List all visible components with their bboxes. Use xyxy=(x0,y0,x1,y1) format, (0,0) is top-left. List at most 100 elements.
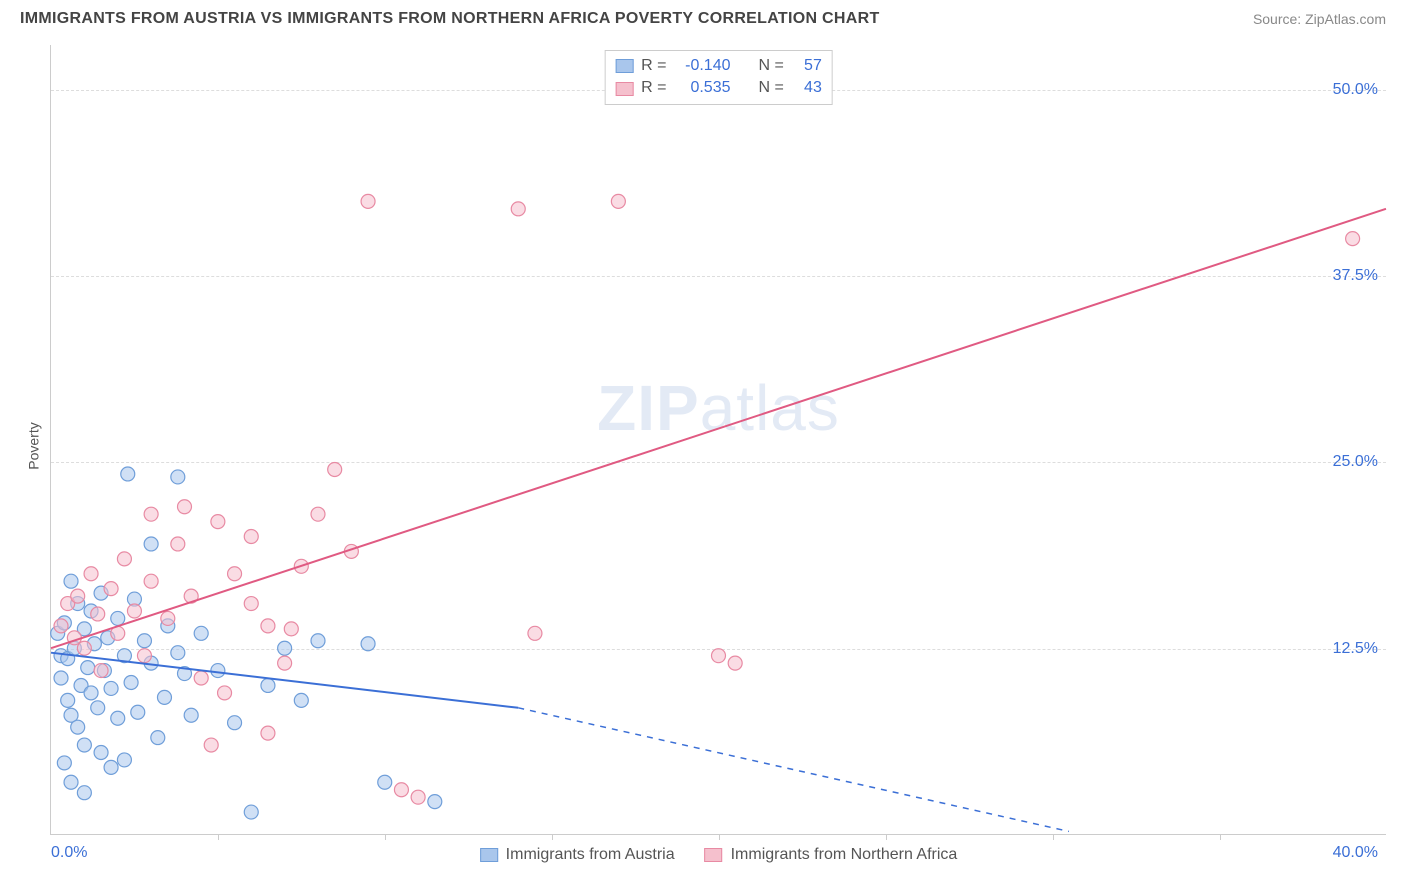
data-point xyxy=(84,686,98,700)
data-point xyxy=(127,604,141,618)
data-point xyxy=(244,530,258,544)
legend-label: Immigrants from Austria xyxy=(506,846,675,864)
stat-r-value: 0.535 xyxy=(675,77,731,99)
data-point xyxy=(171,646,185,660)
data-point xyxy=(211,664,225,678)
data-point xyxy=(104,681,118,695)
data-point xyxy=(171,537,185,551)
legend-swatch xyxy=(615,82,633,96)
data-point xyxy=(211,515,225,529)
data-point xyxy=(91,607,105,621)
data-point xyxy=(161,611,175,625)
data-point xyxy=(228,716,242,730)
data-point xyxy=(104,582,118,596)
data-point xyxy=(61,693,75,707)
legend-swatch xyxy=(480,848,498,862)
data-point xyxy=(117,753,131,767)
x-tick-right: 40.0% xyxy=(1333,844,1378,862)
x-tick-mark xyxy=(1220,834,1221,840)
data-point xyxy=(311,634,325,648)
x-tick-mark xyxy=(1053,834,1054,840)
bottom-legend: Immigrants from Austria Immigrants from N… xyxy=(480,846,958,864)
data-point xyxy=(218,686,232,700)
data-point xyxy=(54,619,68,633)
x-tick-left: 0.0% xyxy=(51,844,87,862)
data-point xyxy=(184,708,198,722)
data-point xyxy=(121,467,135,481)
data-point xyxy=(81,661,95,675)
data-point xyxy=(261,678,275,692)
stat-n-value: 57 xyxy=(792,55,822,77)
stat-n-value: 43 xyxy=(792,77,822,99)
regression-line-extrapolated xyxy=(518,708,1069,832)
y-axis-label: Poverty xyxy=(26,422,42,469)
x-tick-mark xyxy=(385,834,386,840)
x-tick-mark xyxy=(218,834,219,840)
data-point xyxy=(294,693,308,707)
data-point xyxy=(94,664,108,678)
data-point xyxy=(104,760,118,774)
data-point xyxy=(64,574,78,588)
data-point xyxy=(71,720,85,734)
data-point xyxy=(94,745,108,759)
data-point xyxy=(611,194,625,208)
stats-legend: R = -0.140 N = 57 R = 0.535 N = 43 xyxy=(604,50,833,105)
data-point xyxy=(528,626,542,640)
regression-line xyxy=(51,209,1386,648)
data-point xyxy=(244,597,258,611)
data-point xyxy=(151,731,165,745)
data-point xyxy=(64,775,78,789)
data-point xyxy=(1346,232,1360,246)
source-attribution: Source: ZipAtlas.com xyxy=(1253,11,1386,27)
data-point xyxy=(77,641,91,655)
data-point xyxy=(311,507,325,521)
data-point xyxy=(117,552,131,566)
data-point xyxy=(137,649,151,663)
scatter-plot xyxy=(51,45,1386,834)
data-point xyxy=(728,656,742,670)
data-point xyxy=(157,690,171,704)
data-point xyxy=(228,567,242,581)
data-point xyxy=(428,795,442,809)
data-point xyxy=(144,537,158,551)
legend-label: Immigrants from Northern Africa xyxy=(731,846,958,864)
data-point xyxy=(71,589,85,603)
bottom-legend-item: Immigrants from Austria xyxy=(480,846,675,864)
legend-swatch xyxy=(705,848,723,862)
stats-legend-row: R = -0.140 N = 57 xyxy=(615,55,822,77)
stat-r-value: -0.140 xyxy=(675,55,731,77)
data-point xyxy=(144,507,158,521)
data-point xyxy=(91,701,105,715)
data-point xyxy=(124,675,138,689)
data-point xyxy=(411,790,425,804)
data-point xyxy=(278,656,292,670)
data-point xyxy=(171,470,185,484)
chart-title: IMMIGRANTS FROM AUSTRIA VS IMMIGRANTS FR… xyxy=(20,10,880,28)
data-point xyxy=(261,619,275,633)
data-point xyxy=(57,756,71,770)
x-tick-mark xyxy=(719,834,720,840)
stat-n-label: N = xyxy=(759,55,784,77)
data-point xyxy=(54,671,68,685)
data-point xyxy=(378,775,392,789)
data-point xyxy=(194,671,208,685)
legend-swatch xyxy=(615,59,633,73)
data-point xyxy=(137,634,151,648)
data-point xyxy=(244,805,258,819)
data-point xyxy=(194,626,208,640)
data-point xyxy=(204,738,218,752)
data-point xyxy=(111,711,125,725)
data-point xyxy=(131,705,145,719)
chart-area: ZIPatlas 12.5%25.0%37.5%50.0% R =-0.140N… xyxy=(50,45,1386,835)
stat-r-label: R = xyxy=(641,77,666,99)
data-point xyxy=(361,637,375,651)
stats-legend-row: R = 0.535 N = 43 xyxy=(615,77,822,99)
data-point xyxy=(278,641,292,655)
data-point xyxy=(361,194,375,208)
data-point xyxy=(511,202,525,216)
data-point xyxy=(77,738,91,752)
stat-n-label: N = xyxy=(759,77,784,99)
x-tick-mark xyxy=(886,834,887,840)
stat-r-label: R = xyxy=(641,55,666,77)
data-point xyxy=(77,786,91,800)
